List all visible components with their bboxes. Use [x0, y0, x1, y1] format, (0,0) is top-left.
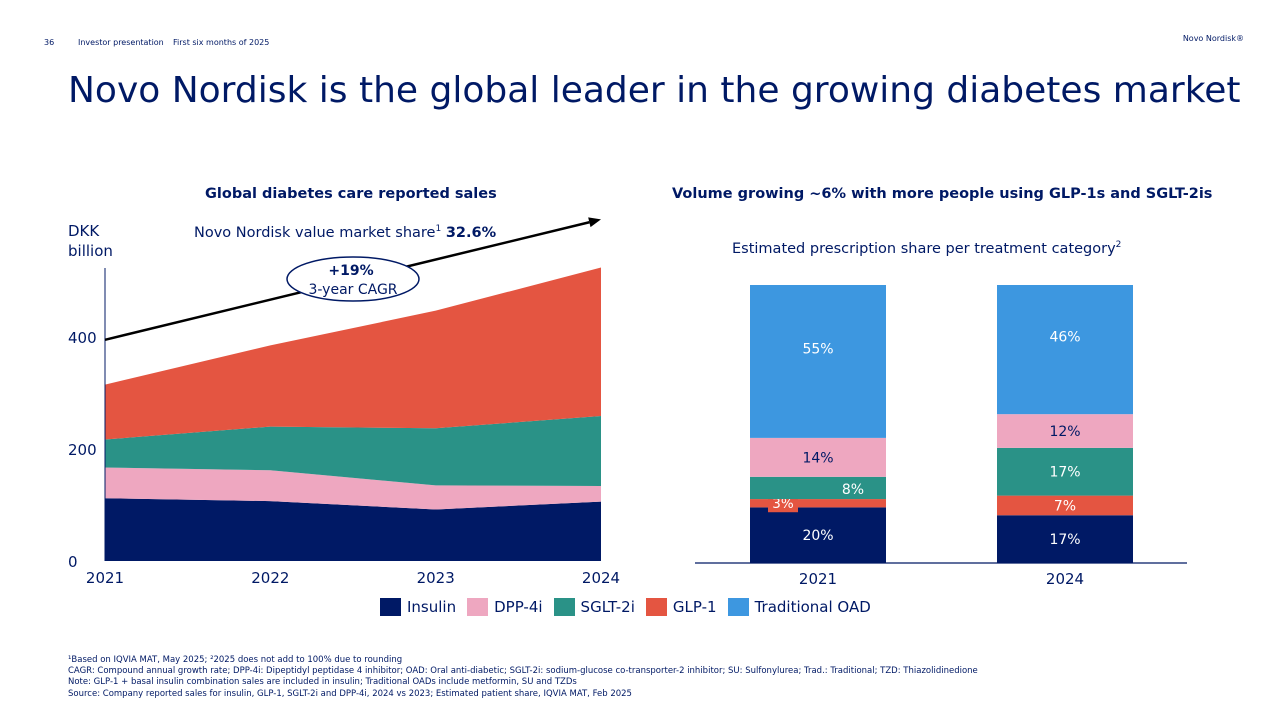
- brand-logo-text: Novo Nordisk®: [1182, 34, 1244, 43]
- legend-item-oad: Traditional OAD: [727, 598, 871, 616]
- y-axis-title: DKK billion: [68, 222, 113, 260]
- bar-sglt2i-2024: [997, 447, 1133, 496]
- footnotes: ¹Based on IQVIA MAT, May 2025; ²2025 doe…: [68, 655, 1218, 700]
- cagr-label: 3-year CAGR: [308, 282, 397, 298]
- prescription-caption-sup: 2: [1115, 240, 1122, 250]
- market-share-label: Novo Nordisk value market share: [194, 224, 436, 241]
- market-share-note: Novo Nordisk value market share1 32.6%: [194, 224, 496, 241]
- left-chart-subtitle: Global diabetes care reported sales: [205, 186, 497, 202]
- legend-label: GLP-1: [672, 598, 717, 616]
- legend-item-glp1: GLP-1: [645, 598, 717, 616]
- cagr-value: +19%: [328, 263, 373, 279]
- x-tick-label: 2022: [251, 569, 289, 587]
- bar-label: 46%: [1049, 330, 1080, 346]
- bar-insulin-2021: [750, 507, 886, 563]
- footnote-line: ¹Based on IQVIA MAT, May 2025; ²2025 doe…: [68, 655, 403, 665]
- trend-arrow-head: [588, 217, 601, 228]
- footnote-line: CAGR: Compound annual growth rate; DPP-4…: [68, 666, 978, 677]
- prescription-bar-chart: 20% 3% 8% 14% 55% 2021 17% 7% 17% 12% 46% 2024: [695, 285, 1187, 588]
- bar-label: 17%: [1049, 532, 1080, 548]
- bar-sglt2i-2021: [750, 476, 886, 500]
- page-number: 36: [44, 38, 55, 47]
- legend-item-sglt2i: SGLT-2i: [553, 598, 635, 616]
- presentation-label: Investor presentation: [78, 38, 164, 47]
- bar-label: 20%: [802, 528, 833, 544]
- x-tick-label: 2023: [417, 569, 455, 587]
- x-tick-label: 2024: [582, 569, 620, 587]
- legend-item-dpp4i: DPP-4i: [467, 598, 543, 616]
- y-tick-label: 400: [68, 329, 97, 347]
- chart-legend: Insulin DPP-4i SGLT-2i GLP-1 Traditional OAD: [380, 598, 882, 616]
- sales-area-chart: 0 200 400 2021 2022 2023 2024 +19% 3-year CAGR: [68, 217, 620, 587]
- legend-swatch: [727, 598, 749, 616]
- area-dpp4i: [105, 467, 601, 510]
- legend-swatch: [553, 598, 575, 616]
- footnote-line: Source: Company reported sales for insul…: [68, 688, 632, 699]
- footnote-line: Note: GLP-1 + basal insulin combination …: [68, 677, 577, 688]
- bar-label: 17%: [1049, 465, 1080, 481]
- bar-oad-2024: [997, 285, 1133, 415]
- bar-label: 55%: [802, 341, 833, 357]
- bar-label: 14%: [802, 450, 833, 466]
- cagr-ellipse: [286, 256, 420, 302]
- area-insulin: [105, 498, 601, 561]
- market-share-value: 32.6%: [445, 224, 497, 241]
- legend-label: Traditional OAD: [754, 598, 871, 616]
- legend-label: SGLT-2i: [580, 598, 635, 616]
- bar-x-label: 2024: [1046, 570, 1084, 588]
- y-tick-label: 200: [68, 441, 97, 459]
- prescription-caption: Estimated prescription share per treatme…: [732, 240, 1121, 257]
- bar-glp1-2024: [997, 495, 1133, 516]
- page-title: Novo Nordisk is the global leader in the…: [68, 70, 1241, 111]
- area-glp1: [105, 267, 601, 440]
- area-axes: 0 200 400 2021 2022 2023 2024: [68, 268, 620, 587]
- period-label: First six months of 2025: [173, 38, 270, 47]
- right-chart-subtitle: Volume growing ~6% with more people usin…: [672, 186, 1213, 202]
- legend-swatch: [467, 598, 489, 616]
- bar-glp1-2021: [750, 499, 886, 508]
- x-tick-label: 2021: [86, 569, 124, 587]
- y-tick-label: 0: [68, 553, 78, 571]
- bar-label: 7%: [1054, 498, 1076, 514]
- legend-label: DPP-4i: [494, 598, 543, 616]
- bar-layers: 20% 3% 8% 14% 55% 2021 17% 7% 17% 12% 46% 2024: [695, 285, 1187, 588]
- bar-dpp4i-2024: [997, 414, 1133, 448]
- bar-label: 3%: [772, 496, 794, 512]
- market-share-sup: 1: [435, 224, 442, 234]
- legend-swatch: [645, 598, 667, 616]
- legend-label: Insulin: [407, 598, 457, 616]
- bar-insulin-2024: [997, 515, 1133, 563]
- bar-x-label: 2021: [799, 570, 837, 588]
- bar-dpp4i-2021: [750, 437, 886, 477]
- bar-oad-2021: [750, 285, 886, 438]
- legend-swatch: [380, 598, 401, 616]
- area-sglt2i: [105, 415, 601, 486]
- area-layers: [105, 267, 601, 561]
- bar-label: 12%: [1049, 424, 1080, 440]
- prescription-caption-text: Estimated prescription share per treatme…: [732, 240, 1116, 257]
- legend-item-insulin: Insulin: [380, 598, 456, 616]
- bar-label: 8%: [842, 482, 864, 498]
